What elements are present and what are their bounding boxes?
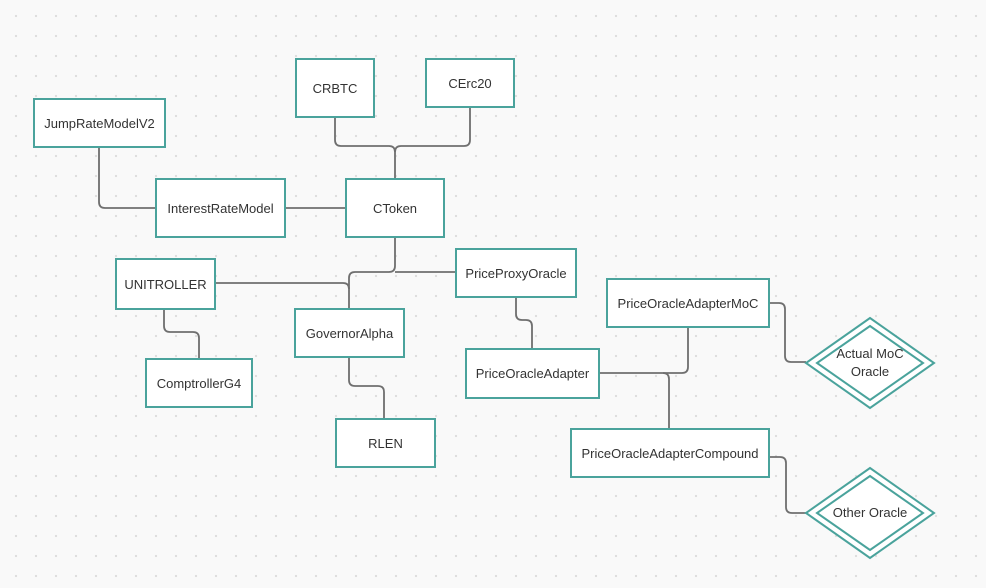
connector-compound-other bbox=[770, 456, 806, 514]
node-interest-rate-model[interactable]: InterestRateModel bbox=[155, 178, 286, 238]
node-ctoken[interactable]: CToken bbox=[345, 178, 445, 238]
label-other-oracle[interactable]: Other Oracle bbox=[832, 505, 908, 520]
node-comptroller-g4[interactable]: ComptrollerG4 bbox=[145, 358, 253, 408]
connector-unitroller-governor bbox=[216, 282, 350, 290]
connector-ctoken-governor bbox=[348, 238, 396, 308]
diamond-other-oracle-outer bbox=[804, 466, 936, 560]
diamond-other-oracle-inner bbox=[815, 474, 925, 552]
connector-unitroller-comptroller bbox=[163, 310, 200, 358]
label-actual-moc-oracle[interactable]: Actual MoC Oracle bbox=[836, 346, 904, 379]
connector-jump-interest bbox=[98, 148, 155, 209]
connector-adapter-moc bbox=[600, 328, 689, 374]
diamond-actual-moc-oracle-outer bbox=[804, 316, 936, 410]
connector-proxy-adapter bbox=[515, 298, 533, 348]
connector-cerc20-ctoken bbox=[394, 108, 471, 153]
node-rlen[interactable]: RLEN bbox=[335, 418, 436, 468]
node-jump-rate-model-v2[interactable]: JumpRateModelV2 bbox=[33, 98, 166, 148]
connector-adapter-compound bbox=[662, 372, 670, 428]
node-cerc20[interactable]: CErc20 bbox=[425, 58, 515, 108]
connector-governor-rlen bbox=[348, 358, 385, 418]
node-governor-alpha[interactable]: GovernorAlpha bbox=[294, 308, 405, 358]
connector-crbtc-ctoken bbox=[334, 118, 396, 178]
node-price-oracle-adapter-moc[interactable]: PriceOracleAdapterMoC bbox=[606, 278, 770, 328]
node-crbtc[interactable]: CRBTC bbox=[295, 58, 375, 118]
connector-moc-actual bbox=[770, 302, 806, 363]
node-price-oracle-adapter[interactable]: PriceOracleAdapter bbox=[465, 348, 600, 399]
diamond-actual-moc-oracle-inner bbox=[815, 324, 925, 402]
node-price-oracle-adapter-compound[interactable]: PriceOracleAdapterCompound bbox=[570, 428, 770, 478]
node-unitroller[interactable]: UNITROLLER bbox=[115, 258, 216, 310]
node-price-proxy-oracle[interactable]: PriceProxyOracle bbox=[455, 248, 577, 298]
